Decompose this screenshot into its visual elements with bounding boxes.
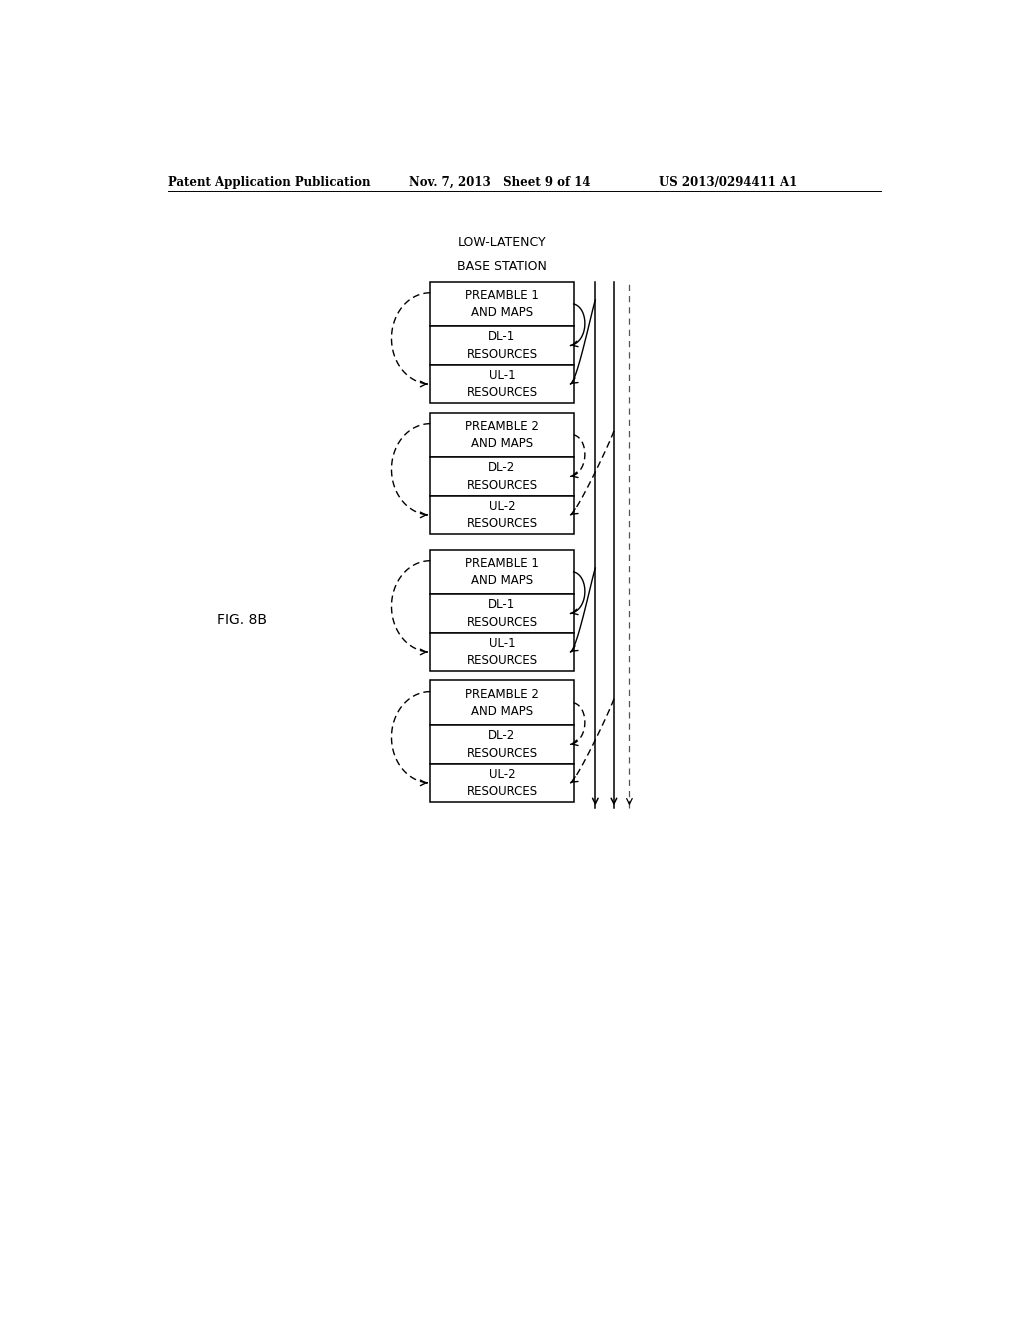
- Text: PREAMBLE 1
AND MAPS: PREAMBLE 1 AND MAPS: [465, 557, 539, 587]
- Bar: [430, 496, 573, 535]
- Bar: [430, 632, 573, 671]
- Text: DL-2
RESOURCES: DL-2 RESOURCES: [466, 461, 538, 491]
- Bar: [430, 763, 573, 803]
- Text: US 2013/0294411 A1: US 2013/0294411 A1: [658, 176, 797, 189]
- Bar: [430, 413, 573, 457]
- Text: UL-1
RESOURCES: UL-1 RESOURCES: [466, 368, 538, 399]
- Text: DL-2
RESOURCES: DL-2 RESOURCES: [466, 729, 538, 759]
- Text: UL-2
RESOURCES: UL-2 RESOURCES: [466, 768, 538, 799]
- Text: UL-1
RESOURCES: UL-1 RESOURCES: [466, 636, 538, 667]
- Bar: [430, 364, 573, 404]
- Text: DL-1
RESOURCES: DL-1 RESOURCES: [466, 598, 538, 628]
- Text: DL-1
RESOURCES: DL-1 RESOURCES: [466, 330, 538, 360]
- Text: PREAMBLE 1
AND MAPS: PREAMBLE 1 AND MAPS: [465, 289, 539, 319]
- Bar: [430, 725, 573, 763]
- Text: PREAMBLE 2
AND MAPS: PREAMBLE 2 AND MAPS: [465, 420, 539, 450]
- Text: LOW-LATENCY: LOW-LATENCY: [458, 236, 546, 249]
- Text: FIG. 8B: FIG. 8B: [217, 614, 267, 627]
- Bar: [430, 281, 573, 326]
- Bar: [430, 457, 573, 496]
- Text: BASE STATION: BASE STATION: [457, 260, 547, 273]
- Bar: [430, 549, 573, 594]
- Bar: [430, 594, 573, 632]
- Bar: [430, 326, 573, 364]
- Text: UL-2
RESOURCES: UL-2 RESOURCES: [466, 500, 538, 531]
- Text: PREAMBLE 2
AND MAPS: PREAMBLE 2 AND MAPS: [465, 688, 539, 718]
- Text: Nov. 7, 2013   Sheet 9 of 14: Nov. 7, 2013 Sheet 9 of 14: [409, 176, 590, 189]
- Text: Patent Application Publication: Patent Application Publication: [168, 176, 371, 189]
- Bar: [430, 681, 573, 725]
